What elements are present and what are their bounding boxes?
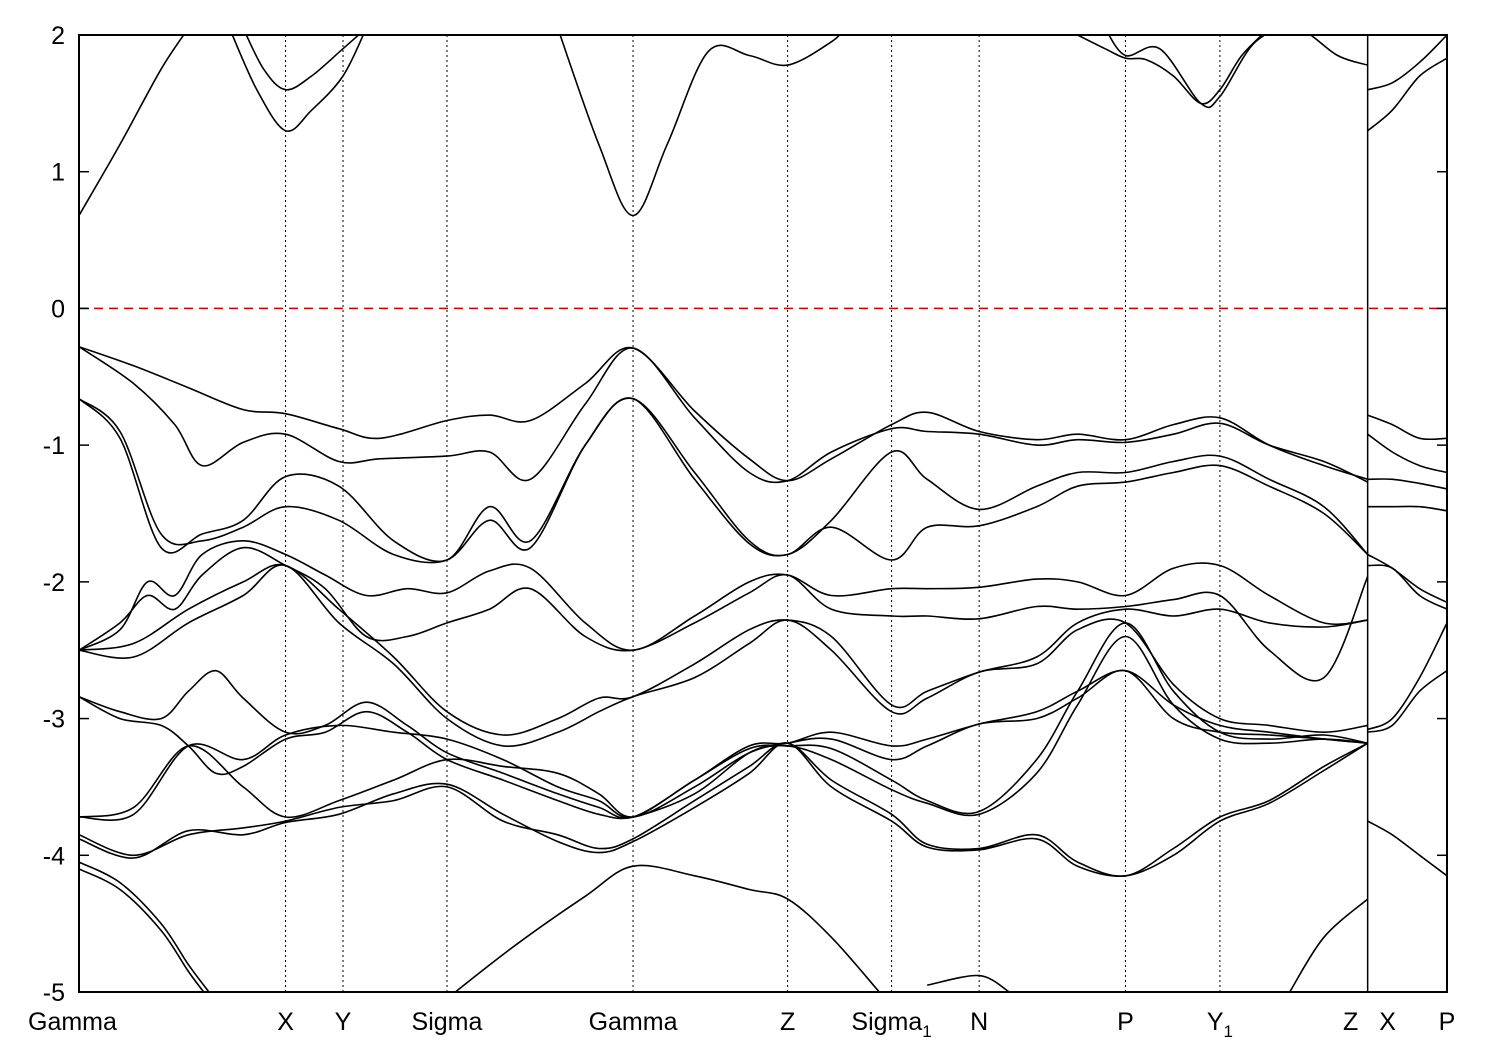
band-15 <box>79 563 1368 736</box>
y-axis-ticks: -5 -4 -3 -2 -1 0 1 2 <box>43 22 1447 1007</box>
y-tick-label: 2 <box>51 22 65 50</box>
band-26 <box>927 974 1010 992</box>
y-tick-label: -4 <box>43 842 65 870</box>
kpoint-separators <box>285 35 1369 992</box>
band-33 <box>1367 564 1447 610</box>
x-label-gamma: Gamma <box>28 1008 117 1036</box>
x-label-y: Y1 <box>1207 1008 1233 1041</box>
band-4 <box>559 35 841 217</box>
x-label-p: P <box>1439 1008 1456 1036</box>
band-35 <box>1367 670 1447 733</box>
y-tick-label: -5 <box>43 979 65 1007</box>
band-30 <box>1367 478 1447 490</box>
band-1 <box>79 35 185 216</box>
band-34 <box>1367 622 1447 731</box>
band-21 <box>79 742 1369 877</box>
band-9 <box>79 345 1368 482</box>
band-14 <box>79 546 1369 682</box>
x-label-y: Y <box>335 1008 352 1036</box>
x-label-sigma: Sigma1 <box>851 1008 931 1041</box>
band-6 <box>1108 35 1368 109</box>
y-tick-label: -2 <box>43 569 65 597</box>
x-label-subscript: 1 <box>1224 1022 1233 1041</box>
band-10 <box>79 346 1369 484</box>
x-label-subscript: 1 <box>922 1022 931 1041</box>
band-36 <box>1367 820 1447 877</box>
band-lines <box>79 35 1447 992</box>
band-18 <box>79 669 1368 820</box>
band-7 <box>1367 57 1447 132</box>
x-label-z: Z <box>1343 1008 1358 1036</box>
plot-frame <box>78 34 1448 993</box>
x-label-x: X <box>1379 1008 1396 1036</box>
band-25 <box>454 864 880 992</box>
band-3 <box>245 35 360 91</box>
band-23 <box>79 861 210 992</box>
y-tick-label: -1 <box>43 432 65 460</box>
x-label-z: Z <box>780 1008 795 1036</box>
band-13 <box>79 539 1368 652</box>
y-tick-label: 1 <box>51 159 65 187</box>
y-tick-label: -3 <box>43 706 65 734</box>
band-29 <box>1367 433 1447 474</box>
y-tick-label: 0 <box>51 295 65 323</box>
x-label-p: P <box>1117 1008 1134 1036</box>
band-8 <box>1367 35 1447 91</box>
band-27 <box>1289 898 1369 992</box>
band-2 <box>231 35 365 132</box>
x-label-sigma: Sigma <box>412 1008 483 1036</box>
band-20 <box>79 635 1368 819</box>
x-label-n: N <box>970 1008 988 1036</box>
band-24 <box>79 868 205 992</box>
x-label-x: X <box>277 1008 294 1036</box>
x-axis-labels: Gamma X Y Sigma Gamma Z Sigma1 N P Y1 Z X P <box>28 1008 1455 1041</box>
band-11 <box>79 397 1369 564</box>
band-5 <box>1075 35 1264 105</box>
band-31 <box>1367 505 1447 512</box>
band-12 <box>79 397 1369 563</box>
band-22 <box>79 742 1369 877</box>
x-label-gamma: Gamma <box>589 1008 678 1036</box>
band-19 <box>79 622 1368 822</box>
band-32 <box>1367 553 1447 604</box>
band-28 <box>1367 414 1447 441</box>
